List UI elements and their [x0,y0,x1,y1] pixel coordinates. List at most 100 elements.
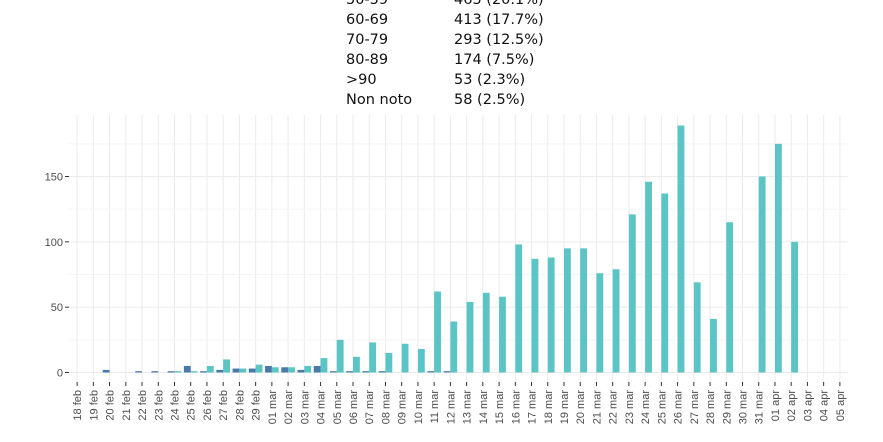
bar [791,241,799,373]
age-row-value: 174 (7.5%) [454,52,535,68]
x-tick-label: 24 mar [640,390,652,425]
x-tick-label: 20 mar [575,390,587,425]
bar [677,125,685,373]
bar [385,352,393,373]
x-tick-label: 28 mar [705,390,717,425]
y-tick-label: 150 [45,172,63,184]
bar [580,248,588,373]
bar [239,368,247,373]
x-tick-label: 25 feb [186,390,198,421]
chart-bars [102,125,799,373]
x-tick-label: 08 mar [380,390,392,425]
bar [450,321,458,373]
age-row-label: >90 [346,72,377,88]
bar [726,222,734,373]
x-tick-label: 31 mar [754,390,766,425]
age-row: 70-79 293 (12.5%) [346,30,544,50]
x-tick-label: 14 mar [478,390,490,425]
x-tick-label: 19 mar [559,390,571,425]
x-tick-label: 09 mar [397,390,409,425]
bar [362,371,370,373]
bar [628,214,636,373]
x-tick-label: 24 feb [169,390,181,421]
age-row-value: 53 (2.3%) [454,72,526,88]
bar [174,371,182,373]
age-row-value: 465 (20.1%) [454,0,544,8]
bar [248,368,256,373]
x-tick-label: 26 feb [202,390,214,421]
x-tick-label: 15 mar [494,390,506,425]
bar [255,364,263,373]
age-distribution-table: 50-59 465 (20.1%) 60-69 413 (17.7%) 70-79 293… [346,0,544,110]
x-tick-label: 27 mar [689,390,701,425]
bar [434,291,441,373]
bar [369,342,377,373]
x-tick-label: 07 mar [364,390,376,425]
bar [297,369,305,373]
bar [288,367,295,373]
age-row-value: 293 (12.5%) [454,32,544,48]
age-row-label: 70-79 [346,32,389,48]
bar [693,282,701,373]
age-row-label: 60-69 [346,12,389,28]
x-tick-label: 01 apr [770,390,782,422]
x-tick-label: 21 feb [121,390,133,421]
bar [336,339,344,373]
bar [281,367,289,373]
x-tick-label: 03 apr [802,390,814,422]
bar [378,371,386,373]
bar [758,176,766,373]
age-row: 50-59 465 (20.1%) [346,0,544,10]
x-tick-label: 20 feb [105,390,117,421]
bar [265,365,272,373]
x-tick-label: 21 mar [591,390,603,425]
bar [661,193,669,373]
x-tick-label: 22 feb [137,390,149,421]
bar [190,371,198,373]
x-tick-label: 29 mar [721,390,733,425]
x-tick-label: 23 mar [624,390,636,425]
bar [223,359,230,373]
bar [206,365,214,373]
bar [102,369,110,373]
bar [304,365,312,373]
bar [482,292,490,373]
x-tick-label: 13 mar [462,390,474,425]
x-tick-label: 06 mar [348,390,360,425]
y-tick-label: 100 [45,237,63,249]
bar [515,244,523,373]
bar [200,371,207,373]
age-row: 80-89 174 (7.5%) [346,50,544,70]
x-tick-label: 29 feb [251,390,263,421]
bar [346,371,354,373]
bar [547,257,555,373]
bar [612,269,620,373]
x-tick-label: 04 mar [316,390,328,425]
age-row: >90 53 (2.3%) [346,70,544,90]
age-row: 60-69 413 (17.7%) [346,10,544,30]
bar [443,371,451,373]
x-axis: 18 feb 19 feb 20 feb 21 feb 22 feb 23 feb 24 f… [72,382,847,424]
bar [710,318,717,373]
age-row: Non noto 58 (2.5%) [346,90,544,110]
x-tick-label: 16 mar [510,390,522,425]
bar [774,143,782,373]
bar [427,371,435,373]
bar [183,365,191,373]
age-row-label: Non noto [346,92,413,108]
x-tick-label: 04 apr [819,390,831,422]
x-tick-label: 18 mar [543,390,555,425]
bar [596,273,604,373]
bar [353,356,360,373]
bar [563,248,571,373]
x-tick-label: 02 apr [786,390,798,422]
bar [417,348,425,373]
x-tick-label: 11 mar [429,390,441,424]
age-row-value: 413 (17.7%) [454,12,544,28]
x-tick-label: 03 mar [299,390,311,425]
bar [232,368,240,373]
y-axis: 0 50 100 150 [45,172,69,380]
bar [151,371,159,373]
bar [329,371,337,373]
